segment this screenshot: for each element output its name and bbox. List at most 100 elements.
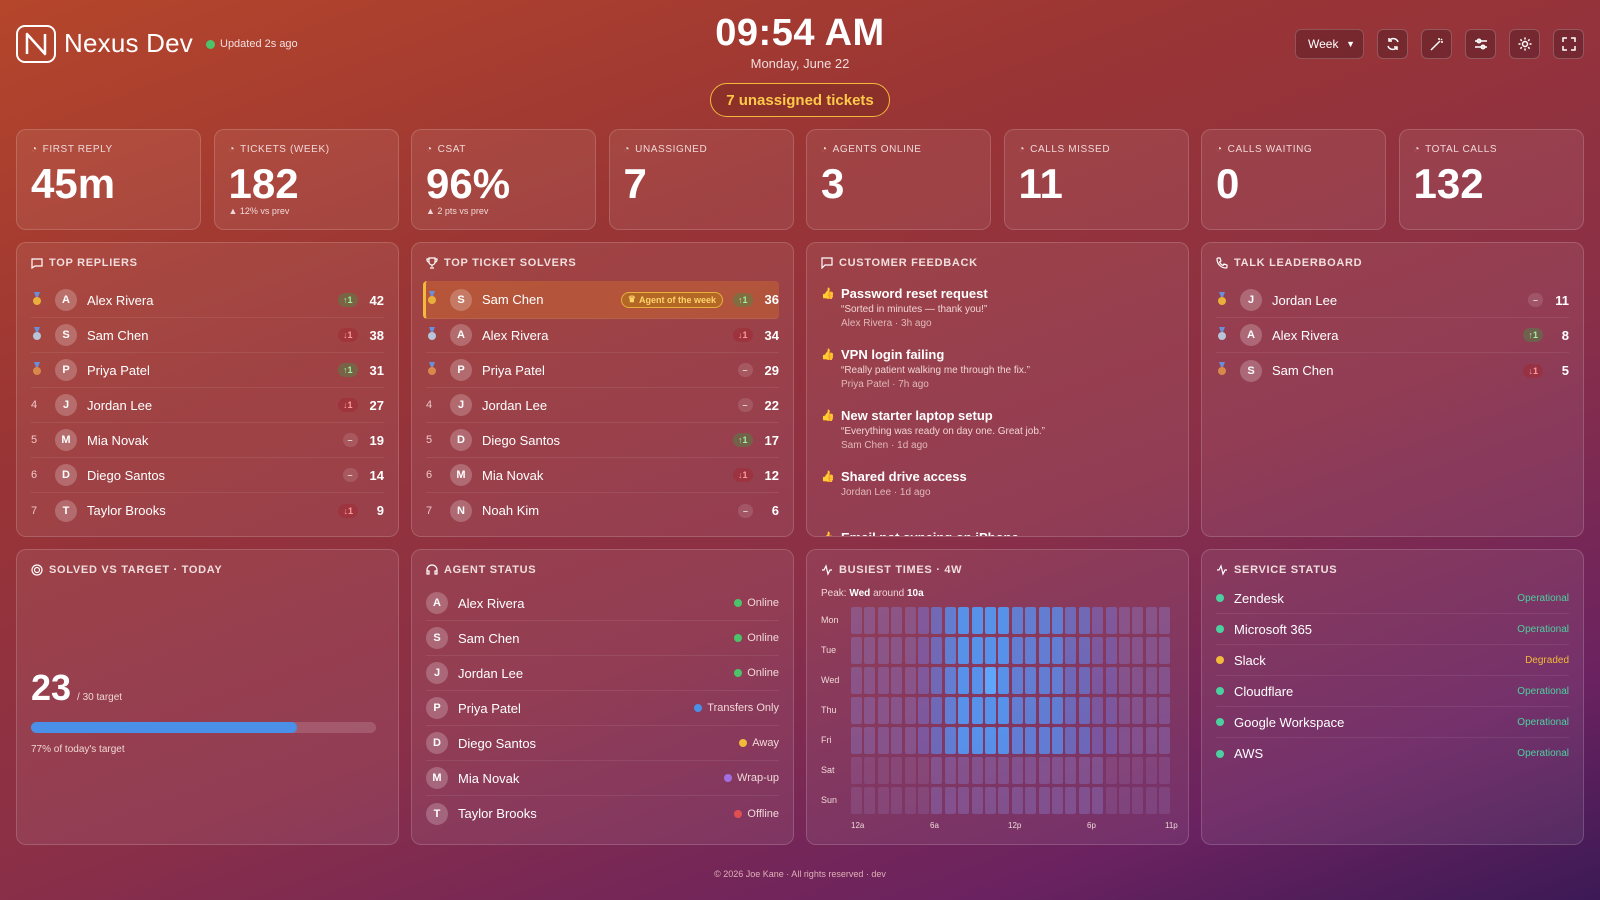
leaderboard-row[interactable]: S Sam Chen ♛ Agent of the week ↑1 36 xyxy=(423,281,779,319)
feedback-item[interactable]: 👍 Email not syncing on iPhone xyxy=(821,530,1174,536)
service-status-text: Operational xyxy=(1517,685,1569,697)
heatmap-cell xyxy=(1092,667,1104,694)
agent-status: Away xyxy=(739,737,779,749)
feedback-header: CUSTOMER FEEDBACK xyxy=(821,257,978,269)
feedback-item[interactable]: 👍 VPN login failing “Really patient walkin… xyxy=(821,347,1174,390)
service-row[interactable]: Zendesk Operational xyxy=(1216,583,1569,614)
thumbs-up-icon: 👍 xyxy=(821,349,835,361)
heatmap-cell xyxy=(918,697,929,724)
leaderboard-row[interactable]: P Priya Patel –29 xyxy=(426,353,779,388)
agent-row[interactable]: T Taylor Brooks Offline xyxy=(426,796,779,831)
service-row[interactable]: Microsoft 365 Operational xyxy=(1216,614,1569,645)
leaderboard-row[interactable]: J Jordan Lee –11 xyxy=(1216,283,1569,318)
score: 31 xyxy=(369,362,384,378)
heatmap-cell xyxy=(918,667,929,694)
filter-button[interactable] xyxy=(1465,29,1496,59)
leaderboard-row[interactable]: S Sam Chen ↓1 5 xyxy=(1216,353,1569,388)
heatmap-cell xyxy=(891,607,903,634)
agent-row[interactable]: J Jordan Lee Online xyxy=(426,656,779,691)
rank: 6 xyxy=(426,469,433,481)
heatmap-cell xyxy=(918,727,929,754)
user-x-icon: ◔ xyxy=(623,144,631,155)
heatmap-cell xyxy=(985,637,996,664)
leaderboard-row[interactable]: 7 N Noah Kim – 6 xyxy=(426,493,779,528)
leaderboard-row[interactable]: A Alex Rivera ↑1 8 xyxy=(1216,318,1569,353)
heatmap-cell xyxy=(877,697,889,724)
leaderboard-row[interactable]: A Alex Rivera ↓1 34 xyxy=(426,318,779,353)
heatmap-day-label: Fri xyxy=(821,735,832,745)
heatmap-cell xyxy=(1038,757,1050,784)
heatmap-cell xyxy=(851,637,862,664)
feedback-title-text: Shared drive access xyxy=(841,469,967,484)
kpi-label: ◔ TICKETS (WEEK) xyxy=(229,144,330,155)
agent-row[interactable]: S Sam Chen Online xyxy=(426,621,779,656)
service-status-text: Operational xyxy=(1517,592,1569,604)
range-value: Week xyxy=(1308,37,1339,51)
medal-icon xyxy=(428,361,436,375)
medal-icon xyxy=(1218,291,1226,305)
phone-icon xyxy=(1216,257,1228,269)
leaderboard-row[interactable]: 6 D Diego Santos –14 xyxy=(31,458,384,493)
leaderboard-row[interactable]: 5 D Diego Santos ↑1 17 xyxy=(426,423,779,458)
refresh-button[interactable] xyxy=(1377,29,1408,59)
agent-name: Priya Patel xyxy=(458,700,521,716)
update-status: Updated 2s ago xyxy=(206,38,298,50)
agent-row[interactable]: M Mia Novak Wrap-up xyxy=(426,761,779,796)
heatmap-cell xyxy=(998,787,1010,814)
rank xyxy=(426,361,450,379)
unassigned-alert-button[interactable]: 7 unassigned tickets xyxy=(710,83,890,117)
leaderboard-row[interactable]: 5 M Mia Novak –19 xyxy=(31,423,384,458)
feedback-item[interactable]: 👍 Password reset request “Sorted in minute… xyxy=(821,286,1174,329)
leaderboard-row[interactable]: P Priya Patel ↑1 31 xyxy=(31,353,384,388)
service-row[interactable]: AWS Operational xyxy=(1216,738,1569,769)
kpi-label-text: UNASSIGNED xyxy=(635,144,708,155)
target-progress-track xyxy=(31,722,376,733)
kpi-card: ◔ TICKETS (WEEK) 182 ▲ 12% vs prev xyxy=(213,129,399,230)
heatmap-cell xyxy=(1078,727,1090,754)
heatmap-cell xyxy=(851,607,862,634)
busiest-times-panel: BUSIEST TIMES · 4W Peak: Wed around 10a … xyxy=(806,549,1189,845)
rank-delta: ↓1 xyxy=(733,328,753,342)
service-row[interactable]: Slack Degraded xyxy=(1216,645,1569,676)
fullscreen-button[interactable] xyxy=(1553,29,1584,59)
feedback-item[interactable]: 👍 Shared drive access Jordan Lee · 1d ago xyxy=(821,469,1174,498)
avatar: M xyxy=(55,429,77,451)
agent-row[interactable]: D Diego Santos Away xyxy=(426,726,779,761)
range-select[interactable]: Week ▼ xyxy=(1295,29,1364,59)
heatmap-cell xyxy=(918,757,929,784)
leaderboard-row[interactable]: 7 T Taylor Brooks ↓1 9 xyxy=(31,493,384,528)
heatmap-cell xyxy=(931,727,943,754)
leaderboard-row[interactable]: A Alex Rivera ↑1 42 xyxy=(31,283,384,318)
avatar: J xyxy=(450,394,472,416)
kpi-label: ◔ AGENTS ONLINE xyxy=(821,144,922,155)
trophy-icon xyxy=(426,257,438,269)
heatmap-cell xyxy=(1092,607,1104,634)
leaderboard-row[interactable]: 4 J Jordan Lee ↓1 27 xyxy=(31,388,384,423)
leaderboard-row[interactable]: S Sam Chen ↓1 38 xyxy=(31,318,384,353)
rank-delta: – xyxy=(737,363,753,377)
heatmap-cell xyxy=(998,637,1010,664)
score: 14 xyxy=(369,467,384,483)
settings-button[interactable] xyxy=(1509,29,1540,59)
agent-name: Alex Rivera xyxy=(1272,327,1339,343)
magic-button[interactable] xyxy=(1421,29,1452,59)
heatmap-cell xyxy=(958,787,970,814)
heatmap-cell xyxy=(1065,757,1077,784)
rank xyxy=(426,291,450,308)
heatmap-cell xyxy=(1052,667,1063,694)
service-row[interactable]: Cloudflare Operational xyxy=(1216,676,1569,707)
leaderboard-row[interactable]: 4 J Jordan Lee –22 xyxy=(426,388,779,423)
service-row[interactable]: Google Workspace Operational xyxy=(1216,707,1569,738)
heatmap-cell xyxy=(1011,637,1023,664)
service-status-text: Operational xyxy=(1517,748,1569,759)
leaderboard-row[interactable]: 6 M Mia Novak ↓1 12 xyxy=(426,458,779,493)
agent-row[interactable]: A Alex Rivera Online xyxy=(426,586,779,621)
heatmap-cell xyxy=(1065,607,1077,634)
feedback-title-text: Password reset request xyxy=(841,286,988,301)
heatmap-cell xyxy=(1038,607,1050,634)
feedback-item[interactable]: 👍 New starter laptop setup “Everything was… xyxy=(821,408,1174,451)
agent-row[interactable]: P Priya Patel Transfers Only xyxy=(426,691,779,726)
kpi-label: ◔ UNASSIGNED xyxy=(624,144,708,155)
heatmap-cell xyxy=(944,727,956,754)
target-header: SOLVED VS TARGET · TODAY xyxy=(31,564,222,576)
